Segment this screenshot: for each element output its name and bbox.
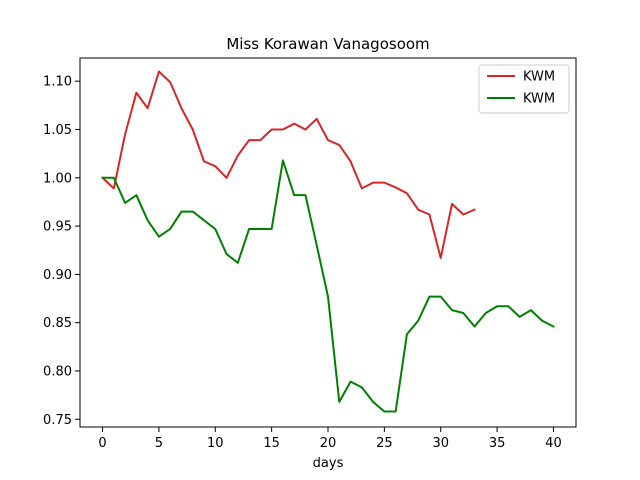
y-tick-label: 0.85: [43, 316, 72, 331]
x-axis-label: days: [313, 456, 344, 471]
x-tick-label: 40: [545, 436, 562, 451]
y-tick-label: 0.80: [43, 364, 72, 379]
y-tick-label: 0.95: [43, 220, 72, 235]
series-line-1: [101, 70, 476, 259]
series-line-2: [101, 159, 555, 413]
x-axis: 0 5 10 15 20 25 30 35 40: [98, 427, 562, 451]
x-tick-label: 0: [98, 436, 106, 451]
plot-area: [101, 70, 555, 413]
x-tick-label: 25: [376, 436, 393, 451]
x-tick-label: 15: [263, 436, 280, 451]
y-tick-label: 0.75: [43, 413, 72, 428]
legend-label-1: KWM: [523, 70, 555, 85]
y-tick-label: 1.05: [43, 123, 72, 138]
legend-label-2: KWM: [523, 92, 555, 107]
x-tick-label: 10: [207, 436, 224, 451]
x-tick-label: 20: [320, 436, 337, 451]
x-tick-label: 30: [432, 436, 449, 451]
y-tick-label: 0.90: [43, 268, 72, 283]
y-axis: 0.75 0.80 0.85 0.90 0.95 1.00 1.05 1.10: [43, 75, 80, 428]
x-tick-label: 5: [155, 436, 163, 451]
y-tick-label: 1.00: [43, 171, 72, 186]
chart-title: Miss Korawan Vanagosoom: [226, 35, 429, 53]
y-tick-label: 1.10: [43, 75, 72, 90]
x-tick-label: 35: [489, 436, 506, 451]
legend: KWM KWM: [478, 64, 570, 114]
